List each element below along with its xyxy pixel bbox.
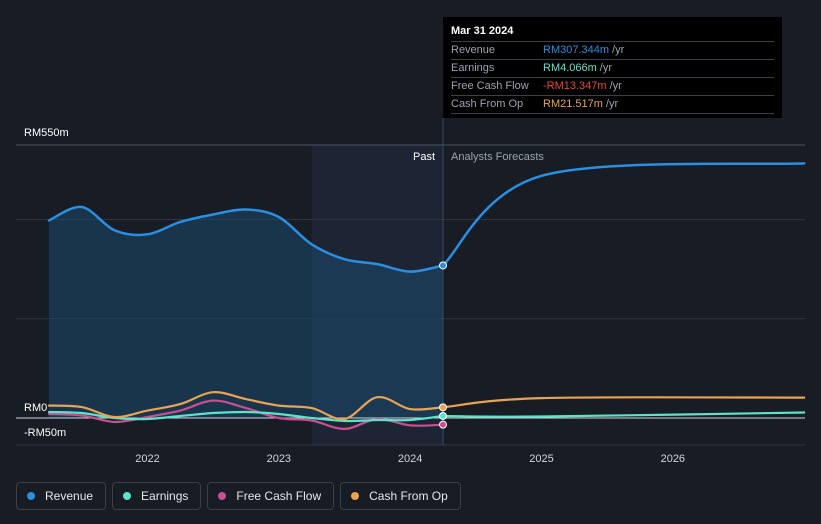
legend-item-revenue[interactable]: Revenue [16, 482, 107, 510]
legend-label: Revenue [45, 489, 94, 503]
legend-label: Earnings [141, 489, 189, 503]
forecast-label: Analysts Forecasts [451, 151, 544, 163]
y-tick-label-top: RM550m [24, 127, 69, 139]
legend-item-cash-from-op[interactable]: Cash From Op [340, 482, 461, 510]
free-cash-flow-dot-icon [218, 492, 227, 500]
tooltip-row-cash-from-op: Cash From Op RM21.517m /yr [451, 96, 774, 114]
y-tick-label-bottom: -RM50m [24, 427, 66, 439]
earnings-end-marker [439, 411, 447, 420]
tooltip-unit: /yr [605, 98, 619, 110]
tooltip: Mar 31 2024 Revenue RM307.344m /yr Earni… [443, 17, 782, 118]
legend: Revenue Earnings Free Cash Flow Cash Fro… [16, 482, 461, 512]
x-tick-label: 2024 [398, 453, 422, 465]
x-tick-label: 2025 [529, 453, 553, 465]
tooltip-unit: /yr [612, 44, 625, 56]
x-axis-labels: 2022 2023 2024 2025 2026 [135, 453, 685, 465]
legend-label: Cash From Op [369, 489, 448, 503]
cash-from-op-end-marker [439, 403, 447, 412]
legend-item-earnings[interactable]: Earnings [112, 482, 202, 510]
x-tick-label: 2022 [135, 453, 159, 465]
tooltip-unit: /yr [609, 80, 622, 92]
tooltip-value: RM307.344m [543, 44, 610, 56]
cash-from-op-line [47, 391, 445, 421]
series-lines [47, 162, 806, 431]
x-tick-label: 2026 [661, 453, 685, 465]
tooltip-value: -RM13.347m [543, 80, 607, 92]
tooltip-label: Revenue [451, 44, 496, 56]
earnings-dot-icon [123, 492, 132, 500]
revenue-line [47, 205, 445, 273]
tooltip-row-revenue: Revenue RM307.344m /yr [451, 42, 774, 60]
tooltip-unit: /yr [599, 62, 613, 74]
revenue-forecast-line [441, 162, 806, 267]
past-label: Past [413, 151, 435, 163]
tooltip-label: Cash From Op [451, 98, 524, 110]
tooltip-value: RM21.517m [543, 98, 603, 110]
legend-item-free-cash-flow[interactable]: Free Cash Flow [207, 482, 335, 510]
tooltip-label: Free Cash Flow [451, 80, 529, 92]
earnings-forecast-line [441, 411, 806, 418]
tooltip-row-free-cash-flow: Free Cash Flow -RM13.347m /yr [451, 78, 774, 96]
tooltip-date: Mar 31 2024 [451, 24, 774, 42]
end-markers [439, 261, 447, 429]
revenue-dot-icon [27, 492, 35, 500]
revenue-end-marker [439, 261, 447, 270]
legend-label: Free Cash Flow [236, 489, 322, 503]
x-tick-label: 2023 [267, 453, 291, 465]
tooltip-row-earnings: Earnings RM4.066m /yr [451, 60, 774, 78]
cash-from-op-dot-icon [351, 492, 360, 500]
cash-from-op-forecast-line [441, 396, 806, 409]
y-axis-labels: RM550m RM0 -RM50m [24, 127, 69, 439]
tooltip-value: RM4.066m [543, 62, 597, 74]
tooltip-label: Earnings [451, 62, 495, 74]
free-cash-flow-end-marker [439, 420, 447, 429]
y-tick-label-zero: RM0 [24, 402, 47, 414]
